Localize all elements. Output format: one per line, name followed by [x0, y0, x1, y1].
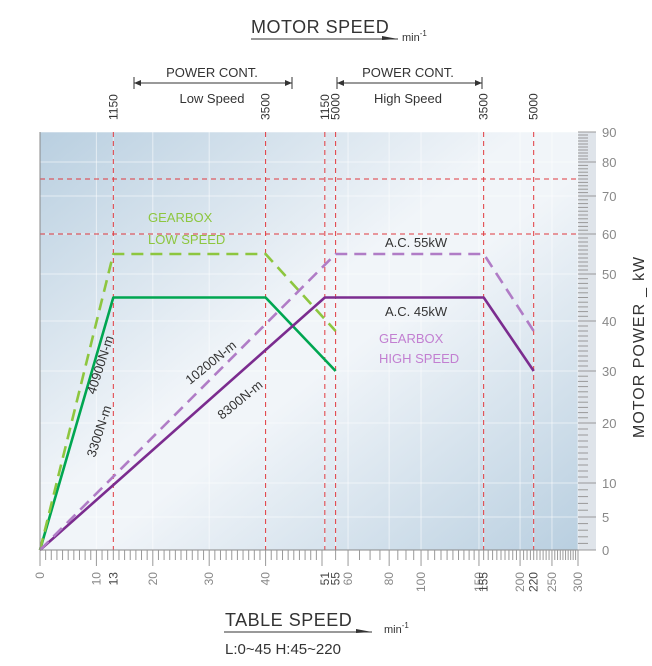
x-tick-label: 300: [571, 572, 585, 592]
motor-power-title: MOTOR POWER_kW: [631, 256, 648, 438]
y-tick-label: 50: [602, 267, 616, 282]
series-line-0: [38, 296, 337, 551]
y-tick-label: 70: [602, 189, 616, 204]
top-tick-label: 5000: [527, 93, 541, 120]
plot-area: [40, 132, 578, 550]
power-cont-low-label: POWER CONT.: [166, 65, 258, 80]
table-speed-arrow: [356, 629, 372, 633]
power-cont-high-arrow-left: [337, 80, 344, 86]
y-tick-label: 60: [602, 227, 616, 242]
series-line-3: [39, 252, 535, 551]
top-tick-label: 3500: [259, 93, 273, 120]
x-tick-label: 40: [259, 572, 273, 586]
table-speed-range: L:0~45 H:45~220: [225, 641, 341, 658]
power-cont-high-sublabel: High Speed: [374, 91, 442, 106]
x-tick-label: 80: [382, 572, 396, 586]
x-tick-label: 55: [329, 572, 343, 586]
motor-speed-unit: min-1: [402, 29, 427, 44]
top-tick-label: 3500: [477, 93, 491, 120]
power-cont-high-label: POWER CONT.: [362, 65, 454, 80]
x-tick-label: 51: [318, 572, 332, 586]
power-cont-low-arrow-right: [285, 80, 292, 86]
annotation-1: LOW SPEED: [148, 232, 225, 247]
annotation-2: A.C. 55kW: [385, 235, 448, 250]
power-cont-low-arrow-left: [134, 80, 141, 86]
power-cont-low: POWER CONT. Low Speed: [133, 65, 293, 106]
x-tick-label: 220: [527, 572, 541, 592]
annotation-0: GEARBOX: [148, 210, 213, 225]
power-cont-high: POWER CONT. High Speed: [336, 65, 483, 106]
top-tick-label: 1150: [318, 94, 332, 120]
annotation-3: A.C. 45kW: [385, 304, 448, 319]
x-tick-label: 30: [202, 572, 216, 586]
y-tick-label: 5: [602, 510, 609, 525]
x-tick-label: 60: [341, 572, 355, 586]
power-cont-low-sublabel: Low Speed: [179, 91, 244, 106]
x-tick-label: 155: [477, 572, 491, 592]
x-tick-label: 250: [545, 572, 559, 592]
series-line-1: [38, 252, 337, 551]
top-tick-label: 1150: [106, 94, 120, 120]
series-line-2: [39, 296, 535, 551]
y-tick-label: 10: [602, 476, 616, 491]
y-tick-label: 90: [602, 125, 616, 140]
y-tick-label: 20: [602, 416, 616, 431]
x-tick-label: 10: [89, 572, 103, 586]
y-tick-label: 40: [602, 314, 616, 329]
power-cont-high-arrow-right: [475, 80, 482, 86]
x-tick-label: 0: [33, 572, 47, 579]
x-tick-label: 13: [106, 572, 120, 586]
table-speed-unit: min-1: [384, 621, 409, 636]
x-tick-label: 200: [513, 572, 527, 592]
y-tick-label: 30: [602, 364, 616, 379]
annotation-4: GEARBOX: [379, 331, 444, 346]
x-tick-label: 100: [414, 572, 428, 592]
annotation-5: HIGH SPEED: [379, 351, 459, 366]
x-tick-label: 20: [146, 572, 160, 586]
x-tick-label: 150: [472, 572, 486, 592]
motor-speed-arrow: [382, 36, 398, 40]
top-tick-label: 5000: [329, 93, 343, 120]
y-tick-label: 0: [602, 543, 609, 558]
table-speed-title: TABLE SPEED: [225, 610, 352, 630]
motor-speed-title: MOTOR SPEED: [251, 17, 389, 37]
y-tick-label: 80: [602, 155, 616, 170]
